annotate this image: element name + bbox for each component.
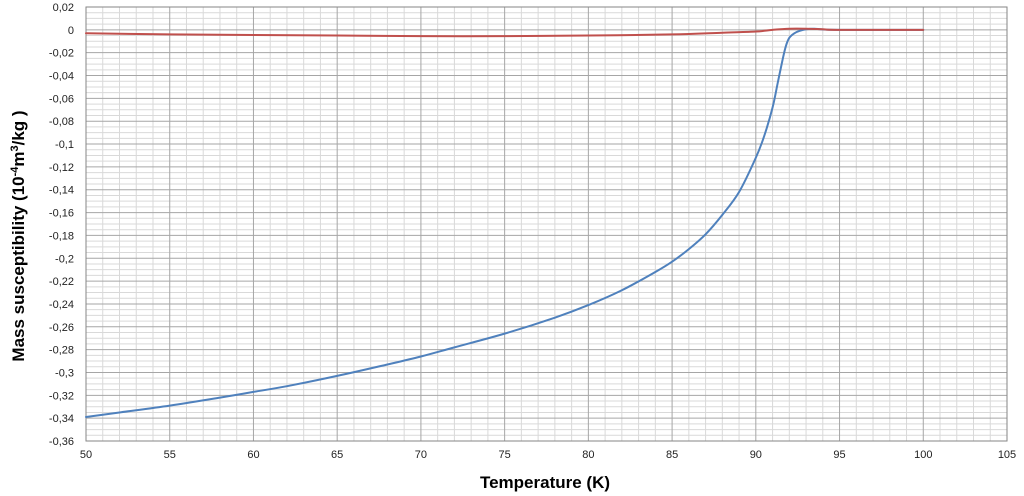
y-axis-title-end: /kg ) — [9, 110, 28, 145]
minor-gridlines — [86, 7, 1007, 441]
y-tick-label: -0,14 — [49, 185, 74, 197]
y-tick-label: -0,28 — [49, 345, 74, 357]
x-tick-label: 65 — [331, 449, 343, 461]
y-tick-label: -0,32 — [49, 390, 74, 402]
x-tick-label: 75 — [499, 449, 511, 461]
y-tick-label: -0,34 — [49, 413, 74, 425]
x-tick-label: 55 — [164, 449, 176, 461]
y-axis-title: Mass susceptibility (10-4m3/kg ) — [9, 110, 28, 361]
y-tick-label: -0,22 — [49, 276, 74, 288]
series-lines — [85, 27, 925, 419]
x-tick-label: 80 — [582, 449, 594, 461]
y-tick-label: -0,36 — [49, 436, 74, 448]
y-axis-title-exponent-1: -4 — [9, 166, 21, 177]
x-tick-label: 50 — [80, 449, 92, 461]
y-axis-title-main: Mass susceptibility (10 — [9, 176, 28, 361]
y-tick-label: -0,1 — [55, 139, 74, 151]
x-tick-label: 60 — [247, 449, 259, 461]
y-tick-label: 0 — [68, 25, 74, 37]
x-tick-label: 85 — [666, 449, 678, 461]
series-line-red — [85, 27, 925, 38]
y-tick-label: -0,02 — [49, 48, 74, 60]
plot-area-border — [85, 6, 1008, 442]
x-tick-label: 90 — [750, 449, 762, 461]
x-tick-label: 70 — [415, 449, 427, 461]
y-axis-title-mid: m — [9, 151, 28, 166]
y-tick-label: -0,2 — [55, 253, 74, 265]
x-axis-title: Temperature (K) — [480, 473, 610, 492]
y-tick-label: -0,18 — [49, 230, 74, 242]
x-axis-tick-labels: 50 55 60 65 70 75 80 85 90 95 100 105 — [80, 449, 1016, 461]
y-tick-label: -0,26 — [49, 322, 74, 334]
x-tick-label: 105 — [998, 449, 1016, 461]
y-tick-label: -0,04 — [49, 71, 74, 83]
y-tick-label: -0,08 — [49, 116, 74, 128]
x-tick-label: 95 — [833, 449, 845, 461]
y-tick-label: -0,06 — [49, 93, 74, 105]
y-tick-label: -0,16 — [49, 208, 74, 220]
y-tick-label: -0,12 — [49, 162, 74, 174]
y-axis-tick-labels: 0,02 0 -0,02 -0,04 -0,06 -0,08 -0,1 -0,12 -0,14 -… — [49, 2, 74, 448]
y-tick-label: 0,02 — [53, 2, 74, 14]
y-axis-title-exponent-2: 3 — [9, 145, 21, 151]
y-tick-label: -0,24 — [49, 299, 74, 311]
x-tick-label: 100 — [914, 449, 932, 461]
y-tick-label: -0,3 — [55, 367, 74, 379]
